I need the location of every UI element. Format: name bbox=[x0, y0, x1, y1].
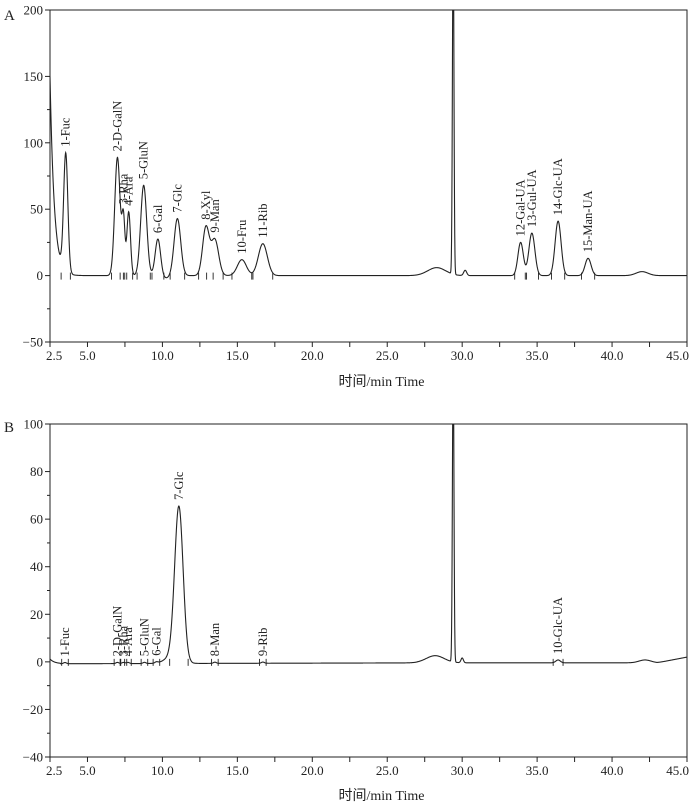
x-tick-label: 5.0 bbox=[79, 763, 95, 778]
peak-label: 5-GluN bbox=[137, 618, 151, 656]
x-tick-label: 10.0 bbox=[151, 763, 174, 778]
x-tick-label: 40.0 bbox=[601, 348, 624, 363]
peak-label: 1-Fuc bbox=[59, 117, 73, 147]
x-tick-label: 2.5 bbox=[46, 763, 62, 778]
panel-label: A bbox=[4, 8, 15, 24]
peak-label: 3-Rha bbox=[116, 173, 130, 204]
y-tick-label: 80 bbox=[30, 464, 43, 479]
peak-label: 2-D-GalN bbox=[110, 101, 124, 152]
x-tick-label: 20.0 bbox=[301, 763, 324, 778]
peak-label: 8-Xyl bbox=[199, 190, 213, 220]
y-tick-label: 0 bbox=[37, 654, 44, 669]
peak-label: 8-Man bbox=[208, 622, 222, 656]
peak-label: 10-Fru bbox=[235, 219, 249, 254]
x-tick-label: 20.0 bbox=[301, 348, 324, 363]
y-tick-label: −40 bbox=[23, 750, 43, 765]
peak-label: 10-Glc-UA bbox=[551, 597, 565, 654]
x-tick-label: 45.0 bbox=[666, 763, 689, 778]
peak-label: 9-Rib bbox=[256, 628, 270, 656]
x-tick-label: 2.5 bbox=[46, 348, 62, 363]
peak-label: 15-Man-UA bbox=[581, 191, 595, 253]
peak-label: 5-GluN bbox=[137, 141, 151, 179]
x-tick-label: 10.0 bbox=[151, 348, 174, 363]
y-tick-label: −50 bbox=[23, 335, 43, 350]
peak-label: 2-D-GalN bbox=[110, 606, 124, 657]
y-tick-label: 50 bbox=[30, 202, 43, 217]
y-tick-label: 100 bbox=[24, 417, 44, 432]
chromatogram-trace bbox=[50, 424, 687, 665]
y-tick-label: 20 bbox=[30, 607, 43, 622]
y-tick-label: 60 bbox=[30, 512, 43, 527]
x-tick-label: 40.0 bbox=[601, 763, 624, 778]
x-tick-label: 35.0 bbox=[526, 348, 549, 363]
x-tick-label: 25.0 bbox=[376, 763, 399, 778]
x-tick-label: 30.0 bbox=[451, 348, 474, 363]
peak-label: 3-Rha bbox=[116, 625, 130, 656]
y-tick-label: 150 bbox=[24, 69, 44, 84]
y-tick-label: 40 bbox=[30, 559, 43, 574]
peak-label: 12-Gal-UA bbox=[514, 179, 528, 236]
peak-label: 11-Rib bbox=[256, 203, 270, 237]
y-tick-label: 0 bbox=[37, 268, 44, 283]
y-tick-label: 200 bbox=[24, 3, 44, 18]
x-axis-label: 时间/min Time bbox=[339, 788, 425, 804]
x-tick-label: 5.0 bbox=[79, 348, 95, 363]
peak-label: 6-Gal bbox=[151, 204, 165, 233]
y-tick-label: −20 bbox=[23, 702, 43, 717]
peak-label: 6-Gal bbox=[149, 627, 163, 656]
x-tick-label: 25.0 bbox=[376, 348, 399, 363]
chromatogram-trace bbox=[50, 10, 687, 279]
y-tick-label: 100 bbox=[24, 135, 44, 150]
x-axis-label: 时间/min Time bbox=[339, 374, 425, 390]
x-tick-label: 30.0 bbox=[451, 763, 474, 778]
peak-label: 1-Fuc bbox=[58, 627, 72, 657]
plot-frame bbox=[49, 423, 688, 758]
x-tick-label: 15.0 bbox=[226, 348, 249, 363]
panel-a: A −50 0 50 100 150 200 2.5 5.0 10.0 15.0 20.0 25.0 30… bbox=[4, 3, 689, 391]
peak-label: 4-Ara bbox=[122, 176, 136, 206]
peak-label: 7-Glc bbox=[172, 471, 186, 500]
peak-label: 7-Glc bbox=[170, 184, 184, 213]
panel-label: B bbox=[4, 420, 14, 436]
panel-b: B −40 −20 0 20 40 60 80 100 2.5 5.0 10.0 15.0 20.0 25.… bbox=[4, 417, 689, 804]
x-tick-label: 35.0 bbox=[526, 763, 549, 778]
peak-label: 14-Glc-UA bbox=[551, 158, 565, 215]
peak-label: 13-Gul-UA bbox=[525, 169, 539, 227]
x-tick-label: 45.0 bbox=[666, 348, 689, 363]
peak-label: 4-Ara bbox=[121, 627, 135, 657]
x-tick-label: 15.0 bbox=[226, 763, 249, 778]
peak-label: 9-Man bbox=[208, 199, 222, 233]
